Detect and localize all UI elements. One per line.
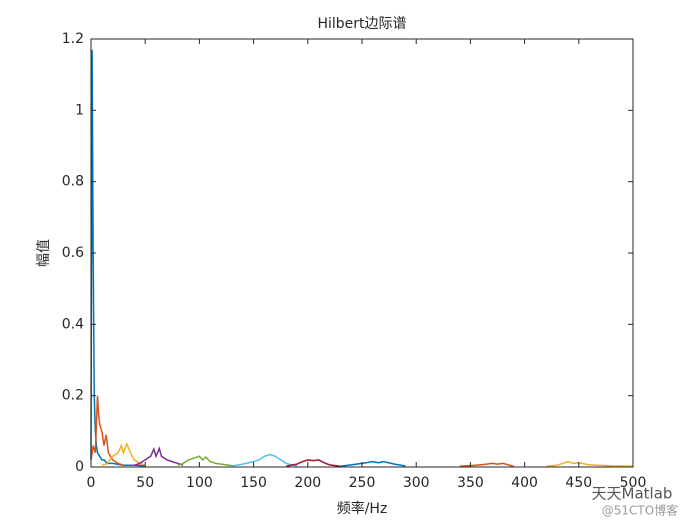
data-line (546, 460, 634, 468)
y-tick-label: 0 (75, 459, 84, 475)
x-tick-label: 0 (87, 475, 96, 491)
y-tick-label: 0.8 (62, 174, 84, 190)
x-tick-label: 500 (620, 475, 647, 491)
data-line (285, 459, 341, 468)
data-line (90, 395, 124, 466)
y-axis-label: 幅值 (36, 239, 52, 267)
watermark: 天天Matlab (592, 485, 673, 503)
x-tick-label: 300 (403, 475, 430, 491)
data-line (101, 441, 146, 466)
y-tick-label: 0.6 (62, 245, 84, 261)
x-tick-label: 250 (349, 475, 376, 491)
x-axis-label: 频率/Hz (337, 500, 388, 517)
data-line (459, 462, 514, 468)
y-tick-label: 0.2 (62, 388, 84, 404)
x-tick-label: 50 (136, 475, 154, 491)
data-line (134, 446, 184, 466)
x-tick-label: 100 (186, 475, 213, 491)
y-tick-label: 1 (75, 102, 84, 118)
data-line (231, 453, 298, 467)
x-tick-label: 150 (240, 475, 267, 491)
chart-title: Hilbert边际谱 (317, 16, 406, 32)
x-tick-label: 200 (294, 475, 321, 491)
y-tick-label: 0.4 (62, 316, 84, 332)
data-line (340, 460, 406, 468)
x-tick-label: 400 (511, 475, 538, 491)
data-line (177, 455, 233, 467)
y-tick-label: 1.2 (62, 31, 84, 47)
x-tick-label: 350 (457, 475, 484, 491)
x-tick-label: 450 (565, 475, 592, 491)
watermark: @51CTO博客 (602, 503, 678, 518)
